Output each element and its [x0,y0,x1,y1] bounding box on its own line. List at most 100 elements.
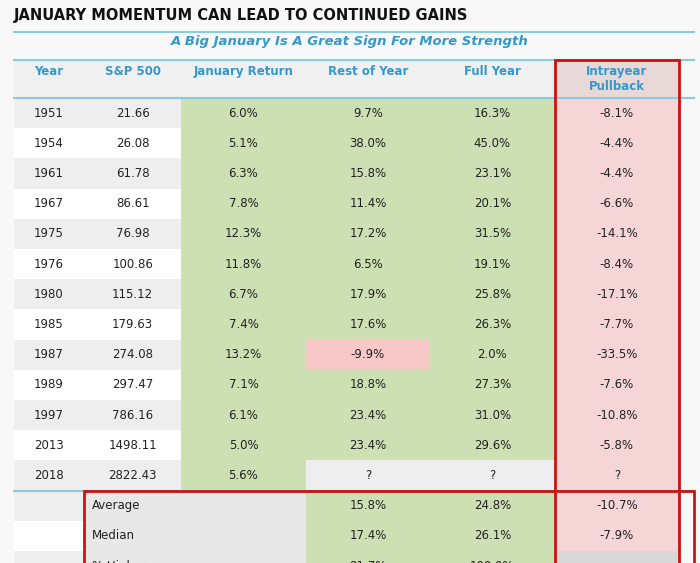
Text: 6.3%: 6.3% [229,167,258,180]
Text: Full Year: Full Year [464,65,521,78]
Text: 2822.43: 2822.43 [108,469,157,482]
Text: 2.0%: 2.0% [477,348,508,361]
Text: 9.7%: 9.7% [353,106,383,119]
Bar [181,189,306,219]
Text: 86.61: 86.61 [116,197,150,210]
Bar [554,249,679,279]
Text: 15.8%: 15.8% [349,499,386,512]
Bar [554,521,679,551]
Bar [181,490,306,521]
Text: 7.1%: 7.1% [229,378,258,391]
Text: Median: Median [92,529,135,542]
Bar [430,310,554,339]
Bar [181,219,306,249]
Text: 1967: 1967 [34,197,64,210]
Text: 5.0%: 5.0% [229,439,258,452]
Text: 13.2%: 13.2% [225,348,262,361]
Bar [181,430,306,461]
Bar [84,430,181,461]
Text: 23.4%: 23.4% [349,409,386,422]
Bar [554,279,679,310]
Text: 21.66: 21.66 [116,106,150,119]
Bar [430,60,554,98]
Text: 16.3%: 16.3% [474,106,511,119]
Bar [14,219,84,249]
Text: January Return: January Return [194,65,293,78]
Bar [430,400,554,430]
Bar [84,158,181,189]
Text: 7.8%: 7.8% [229,197,258,210]
Bar [554,461,679,490]
Text: 11.4%: 11.4% [349,197,386,210]
Bar [430,219,554,249]
Bar [430,158,554,189]
Bar [14,370,84,400]
Text: -4.4%: -4.4% [600,137,634,150]
Bar [181,158,306,189]
Text: Year: Year [34,65,64,78]
Bar [306,128,430,158]
Text: 115.12: 115.12 [112,288,153,301]
Text: 27.3%: 27.3% [474,378,511,391]
Text: 1976: 1976 [34,258,64,271]
Text: 2018: 2018 [34,469,64,482]
Text: 11.8%: 11.8% [225,258,262,271]
Bar [181,370,306,400]
Text: 100.86: 100.86 [112,258,153,271]
Bar [430,128,554,158]
Text: 23.4%: 23.4% [349,439,386,452]
Bar [84,60,181,98]
Text: 31.0%: 31.0% [474,409,511,422]
Text: 1961: 1961 [34,167,64,180]
Text: 26.08: 26.08 [116,137,149,150]
Bar [14,490,84,521]
Text: 1975: 1975 [34,227,64,240]
Text: 1997: 1997 [34,409,64,422]
Bar [306,279,430,310]
Bar [181,128,306,158]
Bar [554,370,679,400]
Text: -9.9%: -9.9% [351,348,385,361]
Text: 786.16: 786.16 [112,409,153,422]
Bar [306,310,430,339]
Text: ?: ? [365,469,371,482]
Bar [181,461,306,490]
Bar [181,249,306,279]
Bar [14,249,84,279]
Text: 297.47: 297.47 [112,378,153,391]
Bar [14,461,84,490]
Text: 6.7%: 6.7% [229,288,258,301]
Bar [84,551,181,563]
Bar [554,339,679,370]
Bar [84,128,181,158]
Text: 100.0%: 100.0% [470,560,514,563]
Bar [84,490,181,521]
Text: -17.1%: -17.1% [596,288,638,301]
Bar [181,279,306,310]
Bar [554,128,679,158]
Bar [306,249,430,279]
Bar [14,279,84,310]
Text: -8.1%: -8.1% [600,106,634,119]
Text: 15.8%: 15.8% [349,167,386,180]
Bar [306,461,430,490]
Text: -7.6%: -7.6% [600,378,634,391]
Bar [554,219,679,249]
Bar [306,400,430,430]
Text: 38.0%: 38.0% [349,137,386,150]
Text: 17.2%: 17.2% [349,227,386,240]
Text: A Big January Is A Great Sign For More Strength: A Big January Is A Great Sign For More S… [171,35,529,48]
Bar [84,98,181,128]
Bar [84,521,181,551]
Text: 76.98: 76.98 [116,227,150,240]
Text: -5.8%: -5.8% [600,439,634,452]
Text: 6.5%: 6.5% [353,258,383,271]
Bar [554,189,679,219]
Bar [14,98,84,128]
Bar [554,60,679,98]
Bar [84,310,181,339]
Bar [430,430,554,461]
Bar [306,430,430,461]
Bar [430,370,554,400]
Text: -7.9%: -7.9% [600,529,634,542]
